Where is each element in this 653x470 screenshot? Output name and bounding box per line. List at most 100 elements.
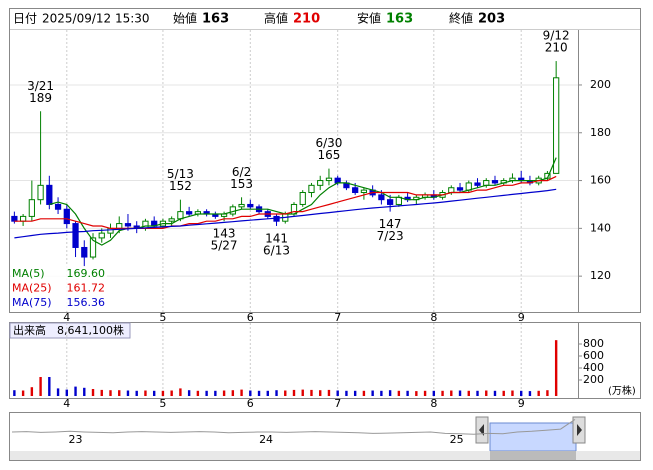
volume-bar <box>205 390 208 396</box>
volume-bar <box>476 390 479 396</box>
volume-bar <box>83 387 86 396</box>
volume-frame <box>9 322 641 399</box>
volume-bar <box>327 389 331 396</box>
volume-bar <box>380 390 383 396</box>
annotation-value: 143 <box>213 227 236 241</box>
legend-name: MA(5) <box>12 267 45 280</box>
header-label: 高値 <box>264 11 288 26</box>
annotation-value: 147 <box>379 217 402 231</box>
navigator-tick-label: 25 <box>450 433 464 446</box>
volume-bar <box>56 388 60 396</box>
y-tick-label: 140 <box>590 221 611 234</box>
annotation-value: 141 <box>265 231 288 245</box>
x-tick-label: 8 <box>430 397 437 410</box>
volume-bar <box>48 377 51 396</box>
volume-bar <box>135 390 138 396</box>
candle-body <box>474 182 481 186</box>
candle-body <box>19 215 27 222</box>
header-close: 203 <box>478 12 505 27</box>
volume-bar <box>21 390 25 396</box>
candle-body <box>448 187 455 194</box>
volume-title: 出来高 <box>13 323 46 337</box>
candle-body <box>72 223 79 248</box>
volume-bar <box>266 390 269 396</box>
annotation-date: 7/23 <box>377 229 404 243</box>
volume-bar <box>511 390 514 396</box>
x-tick-label: 7 <box>334 311 341 324</box>
candle-body <box>360 189 368 194</box>
y-tick-label: 120 <box>590 269 611 282</box>
volume-bar <box>292 389 296 396</box>
candle-body <box>308 184 315 194</box>
x-tick-label: 6 <box>247 397 254 410</box>
candle-body <box>352 187 359 194</box>
volume-bar <box>91 389 95 396</box>
volume-bar <box>502 390 505 396</box>
y-tick-label: 600 <box>583 349 604 362</box>
x-tick-label: 7 <box>334 397 341 410</box>
volume-bar <box>415 391 418 396</box>
x-tick-label: 4 <box>63 311 70 324</box>
volume-bar <box>450 390 453 396</box>
annotation-value: 165 <box>318 148 341 162</box>
handle-arrow <box>577 424 582 436</box>
volume-bar <box>546 390 549 396</box>
volume-bar <box>152 390 156 396</box>
volume-unit: (万株) <box>608 384 636 397</box>
volume-bar <box>537 390 540 396</box>
annotation-value: 189 <box>29 91 52 105</box>
y-tick-label: 200 <box>590 78 611 91</box>
y-tick-label: 200 <box>583 373 604 386</box>
annotation-date: 6/13 <box>263 243 290 257</box>
volume-bar <box>109 390 112 396</box>
scrollbar-thumb[interactable] <box>490 451 576 460</box>
candle-body <box>37 184 44 201</box>
header-low: 163 <box>386 12 413 27</box>
volume-bar <box>126 390 130 396</box>
x-tick-label: 8 <box>430 311 437 324</box>
candle-body <box>238 203 245 208</box>
volume-bar <box>74 386 77 396</box>
candle-body <box>186 211 193 215</box>
volume-bar <box>406 390 409 396</box>
x-tick-label: 4 <box>63 397 70 410</box>
ma-line <box>14 188 557 239</box>
volume-bar <box>240 389 243 396</box>
volume-bar <box>222 390 226 396</box>
candle-body <box>11 215 18 222</box>
annotation-date: 6/30 <box>315 136 342 150</box>
annotation-date: 9/12 <box>543 29 570 43</box>
volume-bar <box>388 390 392 396</box>
volume-bar <box>485 390 488 396</box>
candle-body <box>317 180 324 186</box>
volume-bar <box>528 391 532 396</box>
header-label: 始値 <box>173 11 197 26</box>
volume-bar <box>441 390 444 396</box>
x-tick-label: 9 <box>518 397 525 410</box>
annotation-date: 6/2 <box>232 165 251 179</box>
candle-body <box>89 237 97 258</box>
volume-bar <box>423 390 427 396</box>
volume-bar <box>187 390 191 396</box>
legend-box <box>11 266 107 311</box>
volume-bar <box>353 390 357 396</box>
volume-bar <box>249 390 252 396</box>
x-tick-label: 5 <box>159 397 166 410</box>
navigator-tick-label: 24 <box>259 433 273 446</box>
price-frame <box>9 8 641 313</box>
annotation-value: 153 <box>230 177 253 191</box>
candle-body <box>334 177 341 184</box>
x-tick-label: 9 <box>518 311 525 324</box>
y-tick-label: 400 <box>583 361 604 374</box>
x-tick-label: 5 <box>159 311 166 324</box>
navigator-frame <box>9 412 641 461</box>
scrollbar-track[interactable] <box>10 451 640 460</box>
header-label: 日付 <box>13 12 37 26</box>
volume-bar <box>397 390 401 396</box>
volume-bar <box>336 390 339 396</box>
navigator-tick-label: 23 <box>69 433 83 446</box>
candle-body <box>63 208 70 225</box>
volume-bar <box>371 390 374 396</box>
volume-bar <box>170 390 173 396</box>
